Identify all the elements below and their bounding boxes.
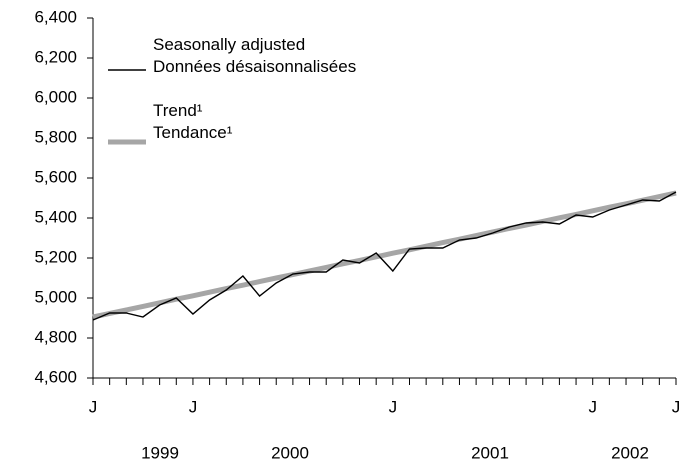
y-tick-label: 6,400 — [34, 7, 77, 26]
y-tick-label: 5,800 — [34, 127, 77, 146]
y-tick-label: 6,200 — [34, 47, 77, 66]
series-line — [92, 190, 677, 320]
y-tick-label: 4,800 — [34, 327, 77, 346]
y-tick-label: 6,000 — [34, 87, 77, 106]
x-group-label: 1999 — [141, 443, 179, 462]
x-tick-label: J — [588, 397, 597, 416]
x-group-label: 2000 — [271, 443, 309, 462]
x-tick-label: J — [189, 397, 198, 416]
y-tick-label: 5,200 — [34, 247, 77, 266]
x-tick-label: J — [389, 397, 398, 416]
y-tick-label: 5,000 — [34, 287, 77, 306]
x-group-label: 2002 — [611, 443, 649, 462]
legend-label: Trend¹ Tendance¹ — [153, 101, 233, 142]
series-line — [92, 191, 677, 321]
legend-label: Seasonally adjusted Données désaisonnali… — [153, 35, 357, 76]
y-tick-label: 4,600 — [34, 367, 77, 386]
y-tick-label: 5,600 — [34, 167, 77, 186]
x-group-label: 2001 — [471, 443, 509, 462]
x-tick-label: J — [89, 397, 98, 416]
y-tick-label: 5,400 — [34, 207, 77, 226]
x-tick-label: J — [672, 397, 681, 416]
